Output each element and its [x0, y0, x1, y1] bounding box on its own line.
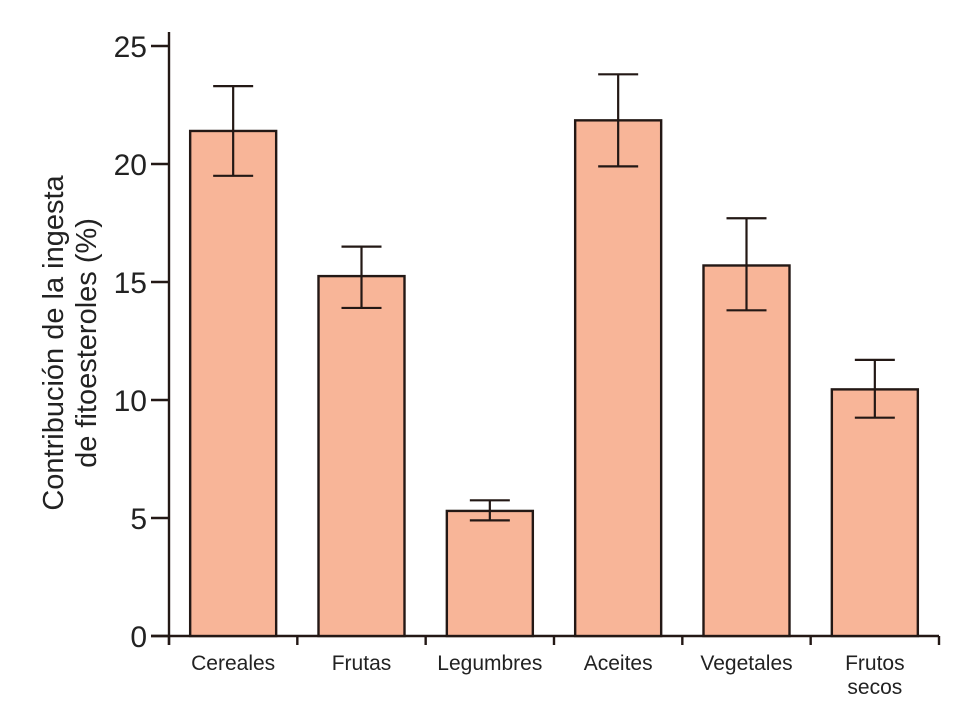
- x-category-label: secos: [847, 676, 902, 699]
- y-axis-title-line: Contribución de la ingesta: [38, 174, 70, 510]
- bars: [188, 119, 920, 638]
- bar-cereales: [188, 129, 278, 638]
- y-tick-label: 10: [114, 385, 147, 418]
- bar-frutos-secos: [830, 388, 920, 638]
- x-category-label: Aceites: [584, 652, 653, 675]
- y-tick-label: 25: [114, 31, 147, 64]
- y-axis-title-line: de fitoesteroles (%): [71, 218, 103, 468]
- y-tick-label: 20: [114, 149, 147, 182]
- category-labels: Cereales Frutas Legumbres Aceites Vegetales F…: [191, 652, 904, 699]
- x-axis: [151, 634, 941, 645]
- bar-vegetales: [702, 264, 791, 638]
- y-tick-label: 15: [114, 267, 147, 300]
- y-axis-title: Contribución de la ingesta de fitoesterol…: [38, 174, 103, 510]
- x-category-label: Vegetales: [700, 652, 792, 675]
- bar-frutas: [317, 274, 406, 638]
- y-tick-label: 5: [130, 503, 147, 536]
- bar-legumbres: [445, 509, 535, 638]
- x-category-label: Cereales: [191, 652, 275, 675]
- x-category-label: Frutas: [332, 652, 392, 675]
- x-category-label: Legumbres: [437, 652, 542, 675]
- error-bars: [213, 73, 895, 522]
- x-category-label: Frutos: [845, 652, 905, 675]
- y-axis: 0 5 10 15 20 25: [114, 31, 171, 654]
- y-tick-label: 0: [130, 621, 147, 654]
- bar-aceites: [573, 119, 663, 638]
